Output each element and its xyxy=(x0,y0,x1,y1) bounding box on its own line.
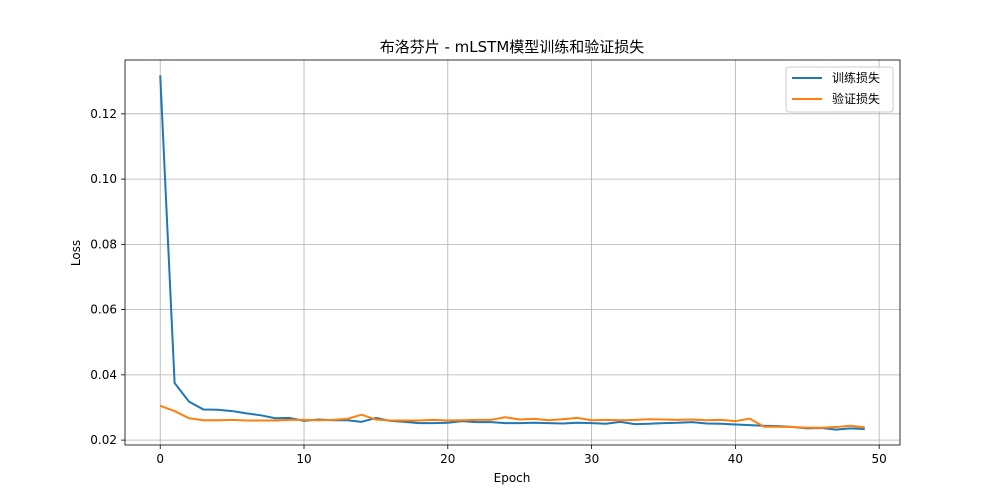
x-axis-label: Epoch xyxy=(494,471,531,485)
series-line-val xyxy=(159,404,865,429)
series-lines xyxy=(159,75,865,431)
series-line-train xyxy=(159,75,865,431)
y-axis-label: Loss xyxy=(69,240,83,266)
plot-frame xyxy=(124,59,901,446)
y-tick-label: 0.10 xyxy=(90,172,117,186)
axis-ticks: 0 10 20 30 40 50 0.02 0.04 0.06 0.08 0.10 0.12 xyxy=(90,107,887,466)
x-tick-label: 30 xyxy=(584,452,599,466)
x-tick-label: 40 xyxy=(728,452,743,466)
x-tick-label: 20 xyxy=(440,452,455,466)
y-tick-label: 0.12 xyxy=(90,107,117,121)
grid-lines xyxy=(125,60,900,445)
y-tick-label: 0.04 xyxy=(90,368,117,382)
y-tick-label: 0.08 xyxy=(90,237,117,251)
x-tick-label: 0 xyxy=(156,452,164,466)
legend-label-train: 训练损失 xyxy=(832,70,880,85)
x-tick-label: 10 xyxy=(296,452,311,466)
legend: 训练损失 验证损失 xyxy=(785,66,894,113)
legend-label-val: 验证损失 xyxy=(832,91,880,106)
y-tick-label: 0.02 xyxy=(90,433,117,447)
y-tick-label: 0.06 xyxy=(90,303,117,317)
chart-title: 布洛芬片 - mLSTM模型训练和验证损失 xyxy=(380,38,645,56)
x-tick-label: 50 xyxy=(872,452,887,466)
